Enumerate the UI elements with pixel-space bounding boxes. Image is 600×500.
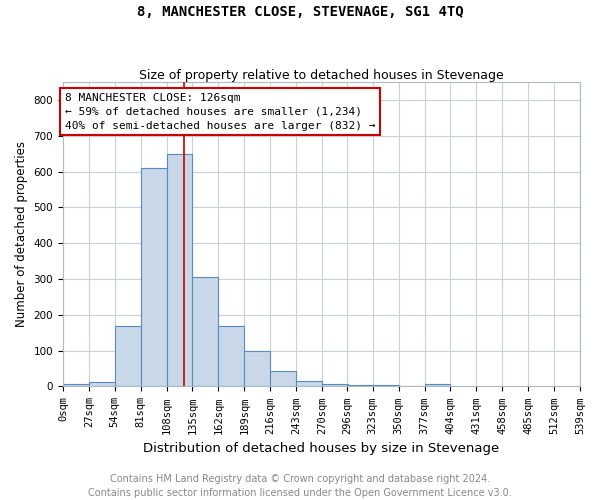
Text: 8 MANCHESTER CLOSE: 126sqm
← 59% of detached houses are smaller (1,234)
40% of s: 8 MANCHESTER CLOSE: 126sqm ← 59% of deta… xyxy=(65,92,376,130)
Bar xyxy=(193,277,218,386)
Bar xyxy=(296,381,322,386)
Text: 8, MANCHESTER CLOSE, STEVENAGE, SG1 4TQ: 8, MANCHESTER CLOSE, STEVENAGE, SG1 4TQ xyxy=(137,5,463,19)
Bar xyxy=(167,154,193,386)
Title: Size of property relative to detached houses in Stevenage: Size of property relative to detached ho… xyxy=(139,69,504,82)
Bar xyxy=(347,384,373,386)
Text: Contains HM Land Registry data © Crown copyright and database right 2024.
Contai: Contains HM Land Registry data © Crown c… xyxy=(88,474,512,498)
Bar xyxy=(270,372,296,386)
Bar xyxy=(140,168,167,386)
X-axis label: Distribution of detached houses by size in Stevenage: Distribution of detached houses by size … xyxy=(143,442,500,455)
Y-axis label: Number of detached properties: Number of detached properties xyxy=(15,141,28,327)
Bar xyxy=(322,384,348,386)
Bar xyxy=(63,384,89,386)
Bar xyxy=(425,384,451,386)
Bar xyxy=(218,326,244,386)
Bar xyxy=(89,382,115,386)
Bar xyxy=(115,326,140,386)
Bar xyxy=(244,352,270,386)
